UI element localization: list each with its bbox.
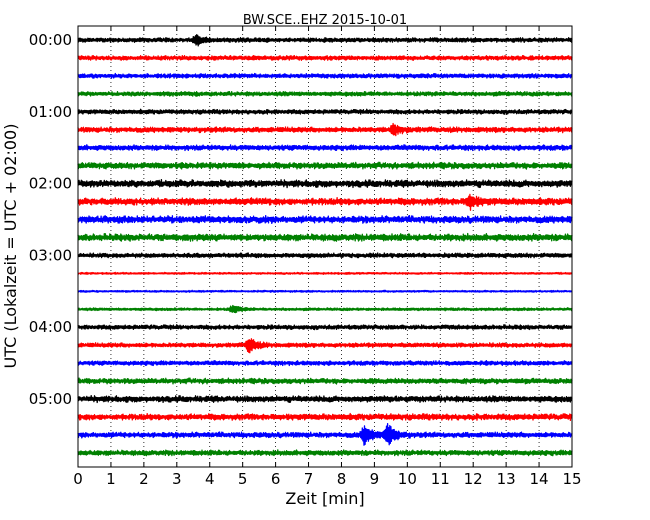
x-tick-label: 12 [464,470,483,488]
trace-0245 [77,232,573,242]
x-tick-label: 7 [304,470,314,488]
trace-0230 [77,214,573,225]
y-tick-label: 04:00 [29,318,72,336]
trace-0315 [77,271,573,275]
trace-0345 [77,304,573,314]
x-tick-label: 8 [337,470,347,488]
y-tick-labels: 00:00 01:00 02:00 03:00 04:00 05:00 [29,31,72,408]
chart-title: BW.SCE..EHZ 2015-10-01 [243,13,407,28]
x-axis-label: Zeit [min] [285,489,364,508]
x-tick-labels: 0 1 2 3 4 5 6 7 8 9 10 11 12 13 14 15 [73,470,581,488]
x-tick-label: 9 [370,470,380,488]
trace-0100 [77,108,573,115]
x-tick-label: 3 [172,470,182,488]
trace-0115 [77,122,573,137]
trace-0030 [77,72,573,79]
x-tick-label: 1 [106,470,116,488]
y-axis-label: UTC (Lokalzeit = UTC + 02:00) [1,124,20,369]
trace-0500 [77,394,573,404]
x-tick-label: 10 [398,470,417,488]
x-tick-label: 6 [271,470,281,488]
axis-ticks [77,26,573,467]
x-tick-label: 0 [73,470,83,488]
trace-0200 [77,179,573,189]
trace-0545 [77,449,573,457]
y-tick-label: 03:00 [29,246,72,264]
grid-lines [110,26,540,467]
plot-frame [77,25,573,468]
y-tick-label: 05:00 [29,390,72,408]
y-tick-label: 02:00 [29,175,72,193]
x-tick-label: 15 [562,470,581,488]
trace-0400 [77,324,573,331]
trace-0015 [77,54,573,61]
x-tick-label: 2 [139,470,149,488]
y-tick-label: 01:00 [29,103,72,121]
x-tick-label: 5 [238,470,248,488]
x-tick-label: 4 [205,470,215,488]
trace-0515 [77,412,573,422]
y-tick-label: 00:00 [29,31,72,49]
trace-0300 [77,252,573,259]
trace-0445 [77,377,573,385]
trace-0045 [77,90,573,97]
seismogram-traces [77,34,573,457]
trace-0415 [77,338,573,354]
trace-0145 [77,161,573,170]
trace-0330 [77,289,573,293]
x-tick-label: 13 [497,470,516,488]
trace-0000 [77,34,573,47]
x-tick-label: 11 [431,470,450,488]
trace-0430 [77,360,573,367]
x-tick-label: 14 [530,470,549,488]
trace-0130 [77,144,573,152]
trace-0530 [77,423,573,446]
trace-0215 [77,193,573,211]
